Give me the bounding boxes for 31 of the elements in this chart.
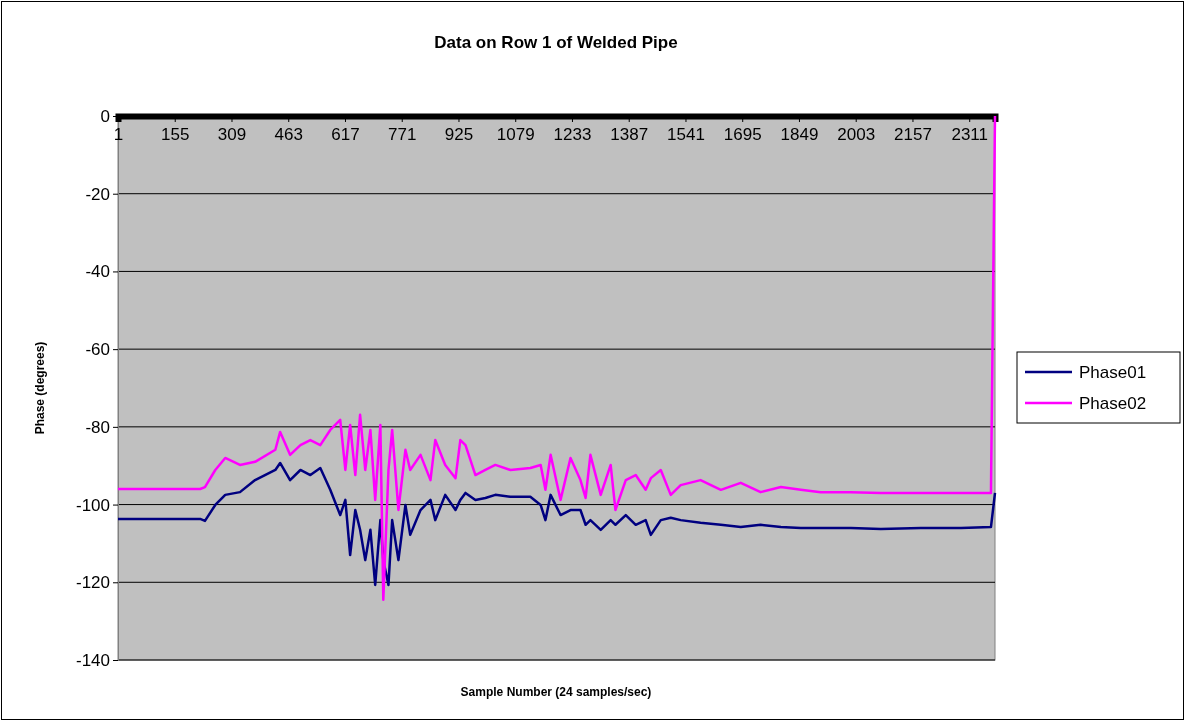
- x-tick-label: 925: [444, 125, 474, 145]
- x-tick-label: 2003: [837, 125, 876, 145]
- y-tick-label: 0: [100, 106, 110, 126]
- x-tick-label: 1079: [496, 125, 535, 145]
- chart-title: Data on Row 1 of Welded Pipe: [434, 33, 678, 52]
- x-tick-label: 617: [331, 125, 360, 145]
- x-tick-label: 1: [113, 125, 124, 145]
- line-series: [116, 114, 997, 602]
- x-tick-label: 1233: [553, 125, 592, 145]
- y-tick-label: -80: [85, 417, 110, 437]
- y-tick-label: -60: [85, 340, 110, 360]
- x-tick-label: 1541: [667, 125, 705, 145]
- x-tick-label: 2157: [894, 125, 932, 145]
- y-axis-title: Phase (degrees): [33, 341, 47, 435]
- x-tick-label: 1387: [610, 125, 649, 145]
- y-tick-label: -120: [75, 573, 110, 593]
- x-tick-label: 2311: [951, 125, 988, 145]
- y-tick-label: -140: [75, 650, 110, 670]
- x-axis-title: Sample Number (24 samples/sec): [460, 685, 652, 699]
- x-tick-label: 463: [274, 125, 303, 145]
- y-tick-label: -40: [85, 262, 110, 282]
- y-tick-label: -20: [85, 184, 110, 204]
- x-tick-label: 1695: [723, 125, 762, 145]
- legend-label: Phase02: [1079, 394, 1147, 413]
- x-tick-label: 771: [388, 125, 417, 145]
- x-tick-label: 1849: [780, 125, 819, 145]
- legend-label: Phase01: [1079, 363, 1147, 382]
- y-tick-label: -100: [75, 495, 110, 515]
- x-tick-label: 309: [217, 125, 247, 145]
- x-tick-label: 155: [161, 125, 190, 145]
- line-series: [116, 461, 997, 587]
